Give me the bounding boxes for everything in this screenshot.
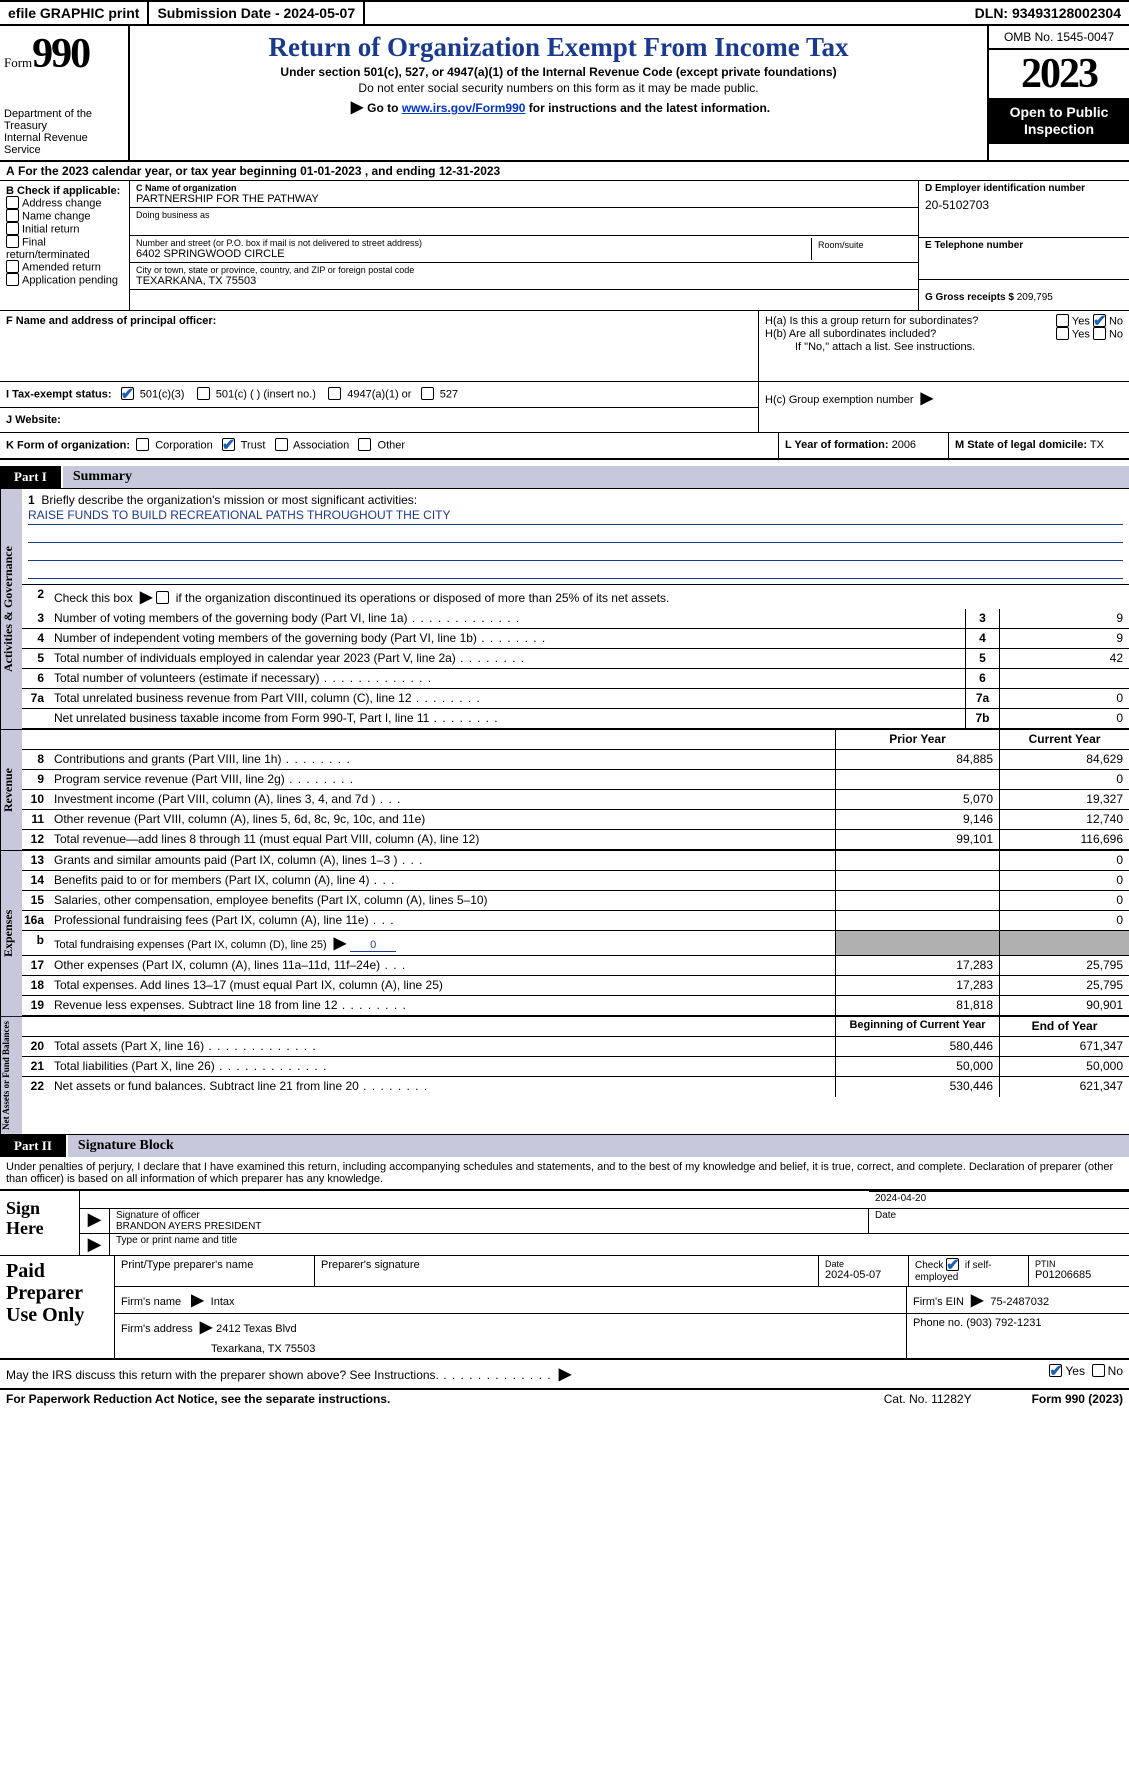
box-b-label: B Check if applicable: — [6, 185, 123, 197]
irs: Internal Revenue Service — [4, 132, 124, 156]
line-10: 10Investment income (Part VIII, column (… — [22, 790, 1129, 810]
paid-row-2: Firm's name ▶ Intax Firm's EIN ▶ 75-2487… — [115, 1287, 1129, 1314]
line-17: 17Other expenses (Part IX, column (A), l… — [22, 956, 1129, 976]
pra-notice: For Paperwork Reduction Act Notice, see … — [6, 1392, 390, 1406]
box-e-phone: E Telephone number — [919, 238, 1129, 280]
paid-row-3: Firm's address ▶2412 Texas BlvdTexarkana… — [115, 1314, 1129, 1358]
form-990-label: Form990 — [4, 30, 124, 78]
paid-preparer-label: Paid Preparer Use Only — [0, 1256, 115, 1358]
efile-print[interactable]: efile GRAPHIC print — [0, 2, 149, 24]
open-public: Open to Public Inspection — [989, 98, 1129, 144]
line-13: 13Grants and similar amounts paid (Part … — [22, 851, 1129, 871]
subtitle-2: Do not enter social security numbers on … — [138, 81, 979, 95]
part1-header: Part I Summary — [0, 466, 1129, 488]
irs-link[interactable]: www.irs.gov/Form990 — [402, 101, 526, 115]
discuss-row: May the IRS discuss this return with the… — [0, 1360, 1129, 1390]
line-15: 15Salaries, other compensation, employee… — [22, 891, 1129, 911]
line-6: 6Total number of volunteers (estimate if… — [22, 669, 1129, 689]
box-i-tax-status: I Tax-exempt status: 501(c)(3) 501(c) ( … — [0, 382, 758, 408]
form-footer: Form 990 (2023) — [1032, 1392, 1123, 1406]
tax-year: 2023 — [989, 50, 1129, 98]
box-g-receipts: G Gross receipts $ 209,795 — [919, 280, 1129, 310]
subtitle-1: Under section 501(c), 527, or 4947(a)(1)… — [138, 65, 979, 79]
sign-here-block: Sign Here 2024-04-20 ▶Signature of offic… — [0, 1189, 1129, 1256]
line-8: 8Contributions and grants (Part VIII, li… — [22, 750, 1129, 770]
line-21: 21Total liabilities (Part X, line 26)50,… — [22, 1057, 1129, 1077]
box-c-city: City or town, state or province, country… — [130, 263, 918, 290]
section-expenses: Expenses 13Grants and similar amounts pa… — [0, 850, 1129, 1016]
line-4: 4Number of independent voting members of… — [22, 629, 1129, 649]
box-j-website: J Website: — [0, 408, 758, 432]
row-a-tax-year: A For the 2023 calendar year, or tax yea… — [0, 162, 1129, 181]
box-c-address: Number and street (or P.O. box if mail i… — [130, 236, 918, 263]
line-12: 12Total revenue—add lines 8 through 11 (… — [22, 830, 1129, 850]
line-3: 3Number of voting members of the governi… — [22, 609, 1129, 629]
vtab-net-assets: Net Assets or Fund Balances — [0, 1017, 22, 1134]
vtab-revenue: Revenue — [0, 730, 22, 850]
chk-app-pending[interactable]: Application pending — [6, 274, 123, 287]
chk-initial-return[interactable]: Initial return — [6, 223, 123, 236]
box-l-year: L Year of formation: 2006 — [779, 433, 949, 458]
dept-treasury: Department of the Treasury — [4, 108, 124, 132]
section-ij: I Tax-exempt status: 501(c)(3) 501(c) ( … — [0, 381, 1129, 433]
chk-name-change[interactable]: Name change — [6, 210, 123, 223]
sig-intro: Under penalties of perjury, I declare th… — [0, 1157, 1129, 1189]
section-klm: K Form of organization: Corporation Trus… — [0, 433, 1129, 460]
line-9: 9Program service revenue (Part VIII, lin… — [22, 770, 1129, 790]
vtab-expenses: Expenses — [0, 851, 22, 1016]
omb-number: OMB No. 1545-0047 — [989, 26, 1129, 50]
subtitle-3: ▶Go to www.irs.gov/Form990 for instructi… — [138, 97, 979, 117]
box-hb-note: If "No," attach a list. See instructions… — [765, 341, 1123, 353]
box-hb: H(b) Are all subordinates included? Yes … — [765, 328, 1123, 341]
section-activities-gov: Activities & Governance 1 Briefly descri… — [0, 488, 1129, 729]
box-k-form-org: K Form of organization: Corporation Trus… — [0, 433, 779, 458]
box-ha: H(a) Is this a group return for subordin… — [765, 315, 1123, 328]
section-net-assets: Net Assets or Fund Balances Beginning of… — [0, 1016, 1129, 1135]
line-7a: 7aTotal unrelated business revenue from … — [22, 689, 1129, 709]
rev-header: Prior YearCurrent Year — [22, 730, 1129, 750]
chk-address-change[interactable]: Address change — [6, 197, 123, 210]
paid-row-1: Print/Type preparer's name Preparer's si… — [115, 1256, 1129, 1287]
line-1: 1 Briefly describe the organization's mi… — [22, 489, 1129, 585]
paid-preparer-block: Paid Preparer Use Only Print/Type prepar… — [0, 1256, 1129, 1360]
line-20: 20Total assets (Part X, line 16)580,4466… — [22, 1037, 1129, 1057]
line-19: 19Revenue less expenses. Subtract line 1… — [22, 996, 1129, 1016]
sign-here-label: Sign Here — [0, 1191, 80, 1255]
chk-final-return[interactable]: Final return/terminated — [6, 236, 123, 261]
submission-date: Submission Date - 2024-05-07 — [149, 2, 365, 24]
form-title: Return of Organization Exempt From Incom… — [138, 32, 979, 63]
box-d-ein: D Employer identification number 20-5102… — [919, 181, 1129, 238]
vtab-activities: Activities & Governance — [0, 489, 22, 729]
box-c-dba: Doing business as — [130, 208, 918, 236]
section-fh: F Name and address of principal officer:… — [0, 310, 1129, 381]
cat-no: Cat. No. 11282Y — [884, 1392, 972, 1406]
line-16a: 16aProfessional fundraising fees (Part I… — [22, 911, 1129, 931]
topbar: efile GRAPHIC print Submission Date - 20… — [0, 0, 1129, 26]
line-18: 18Total expenses. Add lines 13–17 (must … — [22, 976, 1129, 996]
line-16b: bTotal fundraising expenses (Part IX, co… — [22, 931, 1129, 956]
line-14: 14Benefits paid to or for members (Part … — [22, 871, 1129, 891]
nab-header: Beginning of Current YearEnd of Year — [22, 1017, 1129, 1037]
form-header: Form990 Department of the Treasury Inter… — [0, 26, 1129, 162]
chk-amended[interactable]: Amended return — [6, 261, 123, 274]
box-hc: H(c) Group exemption number ▶ — [765, 388, 1123, 408]
section-bcd: B Check if applicable: Address change Na… — [0, 181, 1129, 310]
line-7b: Net unrelated business taxable income fr… — [22, 709, 1129, 729]
box-m-state: M State of legal domicile: TX — [949, 433, 1129, 458]
footer: For Paperwork Reduction Act Notice, see … — [0, 1390, 1129, 1408]
box-c-name: C Name of organization PARTNERSHIP FOR T… — [130, 181, 918, 208]
line-22: 22Net assets or fund balances. Subtract … — [22, 1077, 1129, 1097]
dln: DLN: 93493128002304 — [967, 2, 1129, 24]
box-f-officer: F Name and address of principal officer: — [6, 315, 216, 327]
part2-header: Part II Signature Block — [0, 1135, 1129, 1157]
line-11: 11Other revenue (Part VIII, column (A), … — [22, 810, 1129, 830]
line-5: 5Total number of individuals employed in… — [22, 649, 1129, 669]
line-2: 2Check this box ▶ if the organization di… — [22, 585, 1129, 609]
section-revenue: Revenue Prior YearCurrent Year 8Contribu… — [0, 729, 1129, 850]
